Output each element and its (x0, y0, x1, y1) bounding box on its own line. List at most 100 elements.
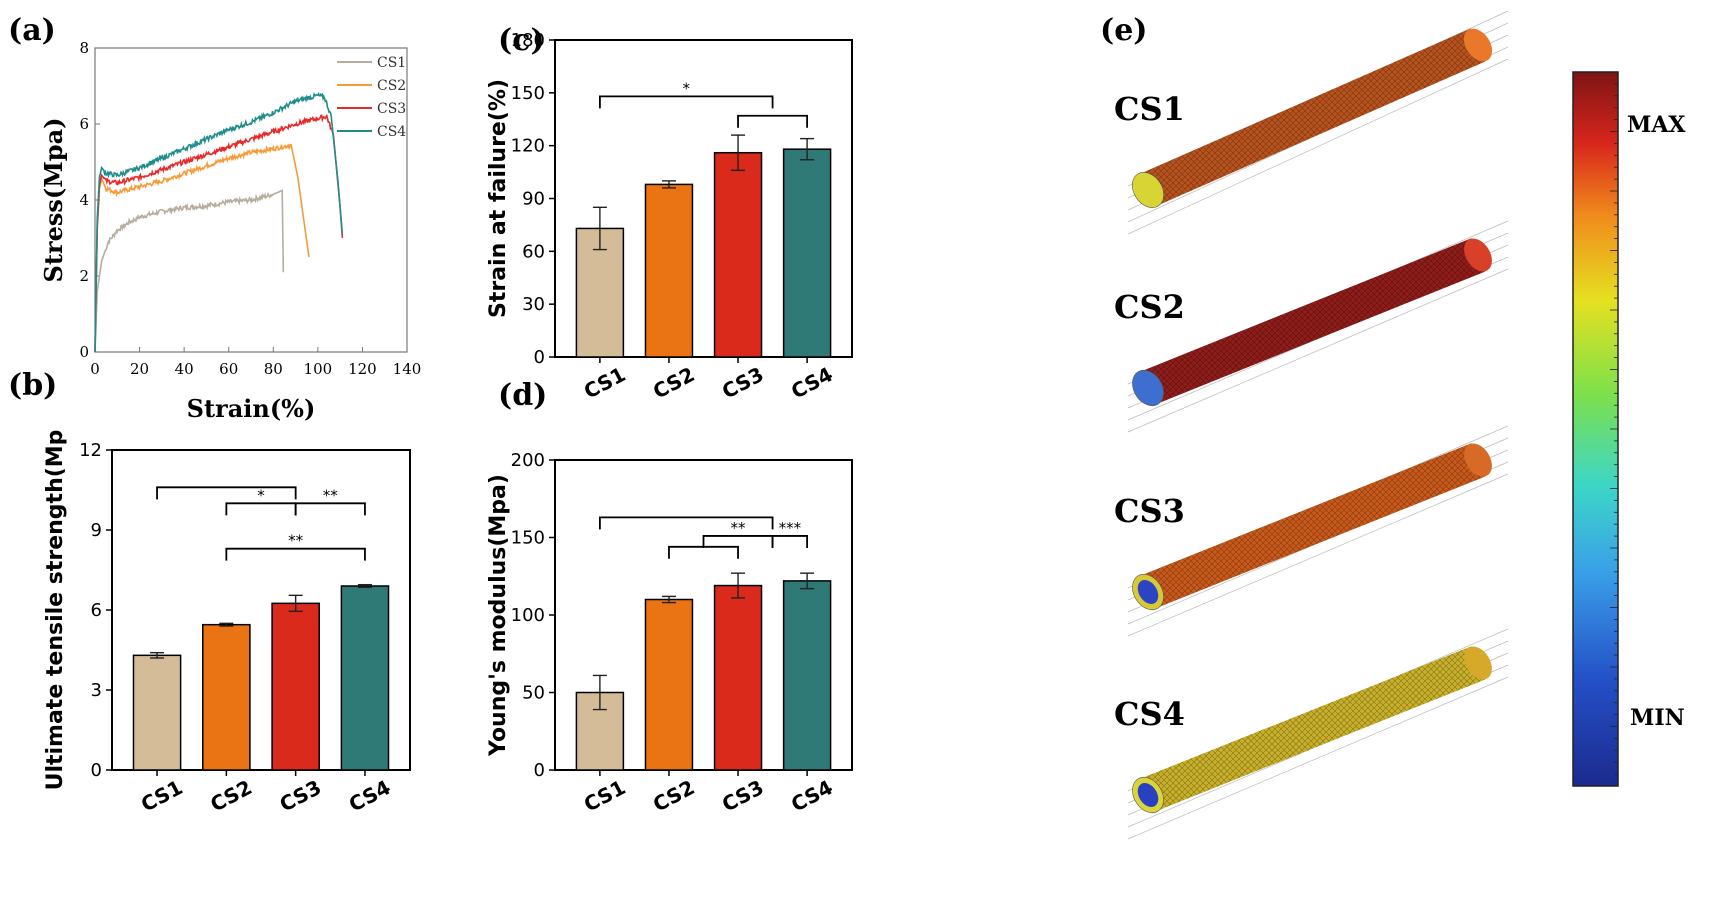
x-tick-label-cs3: CS3 (276, 775, 326, 817)
mesh-grid-line (1127, 676, 1509, 840)
x-tick-label: 140 (393, 360, 422, 378)
panel-label-a: (a) (8, 13, 56, 48)
model-label-cs2: CS2 (1114, 288, 1185, 326)
tube-model-cs2 (1127, 220, 1509, 433)
y-tick-label: 30 (522, 294, 545, 315)
stress-strain-chart: 0 20 40 60 80 100 120 140 0 2 4 6 8 Strain(%) Stress(M… (39, 39, 421, 423)
y-axis-label: Stress(Mpa) (39, 118, 68, 283)
colorbar-min-label: MIN (1630, 705, 1685, 731)
y-tick-label: 100 (511, 605, 545, 626)
significance-bracket (598, 516, 774, 530)
bar-cs1 (132, 654, 182, 771)
y-tick-label: 120 (511, 136, 545, 157)
x-tick-label-cs3: CS3 (718, 775, 768, 817)
tube-far-end (1463, 28, 1493, 62)
significance-bracket (598, 95, 774, 109)
x-tick-label-cs3: CS3 (718, 362, 768, 404)
x-tick-label-cs4: CS4 (345, 775, 395, 817)
bar-cs2 (644, 598, 694, 771)
strain-failure-bar-chart: 0 30 60 90 120 150 180 CS1 CS2 CS3 CS4 Strain at fa… (486, 30, 853, 404)
x-tick-label-cs1: CS1 (580, 362, 630, 404)
y-tick-label: 50 (522, 683, 545, 704)
significance-bracket (225, 502, 297, 516)
significance-bracket (771, 535, 809, 548)
x-tick-label: 40 (175, 360, 194, 378)
significance-bracket (668, 545, 739, 559)
bar-cs3 (713, 584, 763, 771)
x-tick-label-cs4: CS4 (787, 362, 837, 404)
y-tick-label: 150 (511, 528, 545, 549)
y-tick-label: 12 (79, 440, 102, 461)
bar-cs3 (271, 602, 320, 771)
series-line-cs2 (94, 143, 310, 353)
colorbar: MAX MIN (1572, 71, 1686, 787)
x-tick-label-cs1: CS1 (580, 775, 630, 817)
x-tick-label-cs2: CS2 (649, 775, 699, 817)
tube-mesh (1141, 238, 1485, 405)
x-tick-label-cs2: CS2 (206, 775, 256, 817)
y-tick-label: 60 (522, 241, 545, 262)
tube-mesh (1140, 28, 1486, 207)
tube-model-cs3 (1127, 425, 1509, 637)
tube-near-end (1131, 172, 1165, 208)
y-tick-label: 9 (91, 520, 102, 541)
bar-cs2 (202, 623, 251, 771)
significance-label: * (682, 79, 690, 97)
x-tick-label: 0 (90, 360, 100, 378)
panel-label-b: (b) (8, 368, 57, 403)
x-tick-label: 80 (264, 360, 283, 378)
y-tick-label: 180 (511, 30, 545, 51)
y-tick-label: 90 (522, 189, 545, 210)
y-axis-label: Ultimate tensile strength(Mp (43, 430, 68, 791)
legend-label-cs4: CS4 (377, 124, 406, 140)
tube-core (1137, 579, 1159, 605)
y-tick-label: 8 (79, 39, 89, 57)
series-line-cs4 (94, 91, 344, 353)
tube-core (1137, 782, 1159, 808)
tube-model-cs4 (1127, 628, 1509, 840)
x-tick-label: 60 (219, 360, 238, 378)
y-tick-label: 0 (91, 760, 102, 781)
tube-far-end (1464, 238, 1492, 272)
legend-label-cs2: CS2 (377, 78, 406, 94)
panel-label-c: (c) (498, 23, 545, 58)
legend-label-cs1: CS1 (377, 55, 406, 71)
model-label-cs1: CS1 (1114, 90, 1185, 128)
tube-near-end (1132, 369, 1164, 407)
y-tick-label: 200 (511, 450, 545, 471)
model-label-cs4: CS4 (1114, 695, 1185, 733)
x-tick-label-cs4: CS4 (787, 775, 837, 817)
uts-bar-chart: 0 3 6 9 12 CS1 CS2 CS3 CS4 Ultimate tensile stren… (43, 430, 411, 817)
panel-label-e: (e) (1100, 13, 1147, 48)
y-tick-label: 0 (534, 760, 545, 781)
fea-models-panel: CS1 CS2 CS3 CS4 (1114, 10, 1509, 840)
y-axis-label: Strain at failure(%) (486, 79, 511, 318)
y-tick-label: 150 (511, 83, 545, 104)
significance-bracket (294, 502, 366, 516)
y-tick-label: 3 (91, 680, 102, 701)
tube-far-end (1464, 646, 1492, 680)
significance-bracket (737, 114, 809, 128)
x-tick-label-cs1: CS1 (137, 775, 187, 817)
legend-label-cs3: CS3 (377, 101, 406, 117)
tube-far-end (1464, 443, 1492, 477)
mesh-grid-line (1127, 473, 1509, 637)
x-tick-label: 100 (304, 360, 333, 378)
y-tick-label: 2 (79, 267, 89, 285)
bar-cs2 (644, 183, 694, 358)
y-tick-label: 6 (79, 115, 89, 133)
bar-cs4 (340, 585, 390, 771)
youngs-modulus-bar-chart: 0 50 100 150 200 CS1 CS2 CS3 CS4 Young's modulus(… (486, 450, 853, 817)
colorbar-ticks (1610, 71, 1618, 787)
significance-label: * (257, 486, 265, 504)
y-axis-label: Young's modulus(Mpa) (486, 474, 511, 757)
y-tick-label: 6 (91, 600, 102, 621)
significance-label: ** (323, 486, 339, 504)
y-tick-label: 0 (534, 347, 545, 368)
y-tick-label: 0 (79, 343, 89, 361)
tube-mesh (1141, 646, 1485, 812)
bar-cs3 (713, 151, 763, 358)
panel-label-d: (d) (498, 378, 547, 413)
series-line-cs1 (94, 189, 285, 353)
